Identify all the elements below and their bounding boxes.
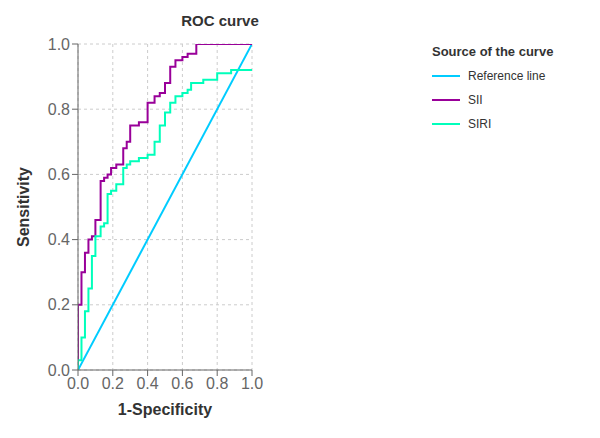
svg-text:0.6: 0.6: [171, 375, 193, 392]
svg-text:0.2: 0.2: [48, 296, 70, 313]
svg-text:1.0: 1.0: [48, 36, 70, 53]
svg-text:0.4: 0.4: [136, 375, 158, 392]
svg-text:0.8: 0.8: [48, 101, 70, 118]
html-text:SII: SII: [468, 93, 483, 107]
svg-text:0.4: 0.4: [48, 231, 70, 248]
svg-text:Sensitivity: Sensitivity: [15, 167, 32, 247]
svg-text:1-Specificity: 1-Specificity: [118, 401, 212, 418]
html-text:Source of the curve: Source of the curve: [432, 44, 554, 59]
html-text:SIRI: SIRI: [468, 117, 492, 131]
html-text:Reference line: Reference line: [468, 69, 546, 83]
svg-text:1.0: 1.0: [241, 375, 263, 392]
html-text:ROC curve: ROC curve: [181, 12, 259, 29]
svg-text:0.0: 0.0: [67, 375, 89, 392]
svg-text:0.0: 0.0: [48, 362, 70, 379]
svg-text:0.2: 0.2: [102, 375, 124, 392]
svg-text:0.6: 0.6: [48, 166, 70, 183]
svg-text:0.8: 0.8: [206, 375, 228, 392]
